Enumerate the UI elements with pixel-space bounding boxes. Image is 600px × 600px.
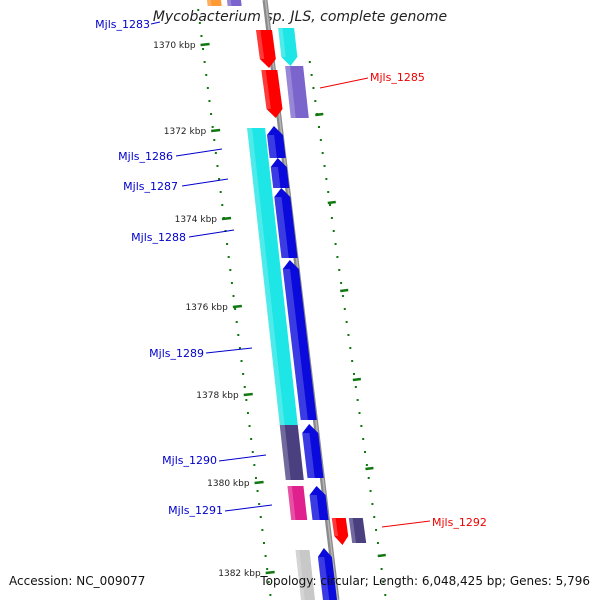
gene-1283-feature bbox=[207, 0, 222, 6]
kbp-label: 1370 kbp bbox=[153, 41, 196, 51]
gene-1284-feature-shade bbox=[227, 0, 232, 6]
kbp-tick-right bbox=[352, 377, 361, 382]
gene-label: Mjls_1285 bbox=[370, 71, 425, 84]
gene-label: Mjls_1287 bbox=[123, 180, 178, 193]
gene-leader-line bbox=[175, 148, 223, 157]
gene-label: Mjls_1292 bbox=[432, 516, 487, 529]
gene-leader-line bbox=[188, 229, 235, 238]
kbp-label: 1380 kbp bbox=[207, 479, 250, 489]
kbp-tick bbox=[265, 570, 275, 575]
gene-1292a-feature-shade bbox=[331, 518, 339, 536]
kbp-label: 1376 kbp bbox=[185, 303, 228, 313]
gene-bottom-blue-feature-shade bbox=[317, 557, 330, 600]
gene-leader-line bbox=[381, 520, 431, 528]
gene-features bbox=[207, 0, 367, 600]
gene-1283-feature-shade bbox=[207, 0, 212, 6]
gene-cyan-long-feature bbox=[247, 128, 298, 425]
gene-1290b-feature-shade bbox=[302, 433, 315, 478]
gene-1284-feature bbox=[227, 0, 242, 6]
gene-leader-line bbox=[150, 21, 161, 25]
gene-label: Mjls_1286 bbox=[118, 150, 173, 163]
kbp-tick-right bbox=[377, 553, 386, 558]
gene-red-lower-feature bbox=[261, 70, 283, 118]
gene-grey-feature-shade bbox=[295, 550, 305, 600]
gene-cyan-long-feature-shade bbox=[247, 128, 285, 425]
kbp-tick-right bbox=[315, 112, 324, 117]
gene-cyan-upper-feature-shade bbox=[278, 28, 286, 57]
gene-label: Mjls_1289 bbox=[149, 347, 204, 360]
kbp-tick bbox=[200, 42, 210, 47]
gene-labels: Mjls_1283 Mjls_1285 Mjls_1286 Mjls_1287 Mjls… bbox=[95, 18, 487, 529]
gene-leader-line bbox=[224, 504, 273, 512]
gene-1288-feature bbox=[274, 188, 298, 258]
gene-1292-feature bbox=[348, 518, 367, 543]
gene-1286-feature-shade bbox=[266, 135, 277, 158]
gene-1289-feature bbox=[282, 260, 317, 420]
kbp-tick bbox=[221, 216, 232, 221]
gene-1292a-feature bbox=[331, 518, 349, 545]
topology-label: Topology: circular; Length: 6,048,425 bp… bbox=[260, 574, 590, 588]
kbp-tick bbox=[254, 480, 264, 485]
gene-1291-feature-shade bbox=[287, 486, 296, 520]
gene-label: Mjls_1290 bbox=[162, 454, 217, 467]
gene-1290-feature bbox=[279, 425, 304, 480]
gene-bottom-blue-feature bbox=[317, 548, 337, 600]
gene-leader-line bbox=[181, 178, 229, 187]
gene-leader-line bbox=[319, 77, 369, 89]
kbp-tick-right bbox=[327, 200, 336, 205]
gene-grey-feature bbox=[295, 550, 315, 600]
gene-red-upper-feature bbox=[256, 30, 276, 68]
kbp-tick bbox=[232, 304, 243, 309]
kbp-label: 1374 kbp bbox=[175, 215, 218, 225]
kbp-tick-right bbox=[365, 466, 374, 471]
gene-1285-feature bbox=[285, 66, 309, 118]
gene-leader-line bbox=[218, 454, 267, 462]
gene-1291b-feature bbox=[309, 486, 329, 520]
gene-1287-feature bbox=[270, 158, 290, 188]
kbp-tick bbox=[243, 392, 253, 397]
gene-leader-line bbox=[205, 347, 253, 354]
kbp-tick bbox=[211, 128, 221, 133]
gene-cyan-upper-feature bbox=[278, 28, 298, 66]
gene-1289-feature-shade bbox=[282, 269, 308, 420]
kbp-tick-right bbox=[340, 288, 349, 293]
accession-label: Accession: NC_009077 bbox=[9, 574, 146, 588]
gene-label: Mjls_1291 bbox=[168, 504, 223, 517]
map-title: Mycobacterium sp. JLS, complete genome bbox=[152, 9, 448, 25]
gene-label: Mjls_1283 bbox=[95, 18, 150, 31]
gene-1288-feature-shade bbox=[274, 197, 289, 258]
gene-red-upper-feature-shade bbox=[256, 30, 265, 59]
gene-1291-feature bbox=[287, 486, 308, 520]
gene-1286-feature bbox=[266, 126, 286, 158]
gene-1290-feature-shade bbox=[279, 425, 291, 480]
kbp-label: 1382 kbp bbox=[218, 569, 261, 579]
gene-1290b-feature bbox=[302, 424, 324, 478]
gene-red-lower-feature-shade bbox=[261, 70, 271, 109]
gene-1291b-feature-shade bbox=[309, 495, 320, 520]
gene-label: Mjls_1288 bbox=[131, 231, 186, 244]
tick-marks: 1370 kbp 1372 kbp 1374 kbp 1376 kbp 1378 kbp… bbox=[153, 41, 386, 579]
gene-1287-feature-shade bbox=[270, 167, 281, 188]
kbp-label: 1378 kbp bbox=[196, 391, 239, 401]
gene-1285-feature-shade bbox=[285, 66, 296, 118]
kbp-label: 1372 kbp bbox=[164, 127, 207, 137]
gene-1292-feature-shade bbox=[348, 518, 357, 543]
